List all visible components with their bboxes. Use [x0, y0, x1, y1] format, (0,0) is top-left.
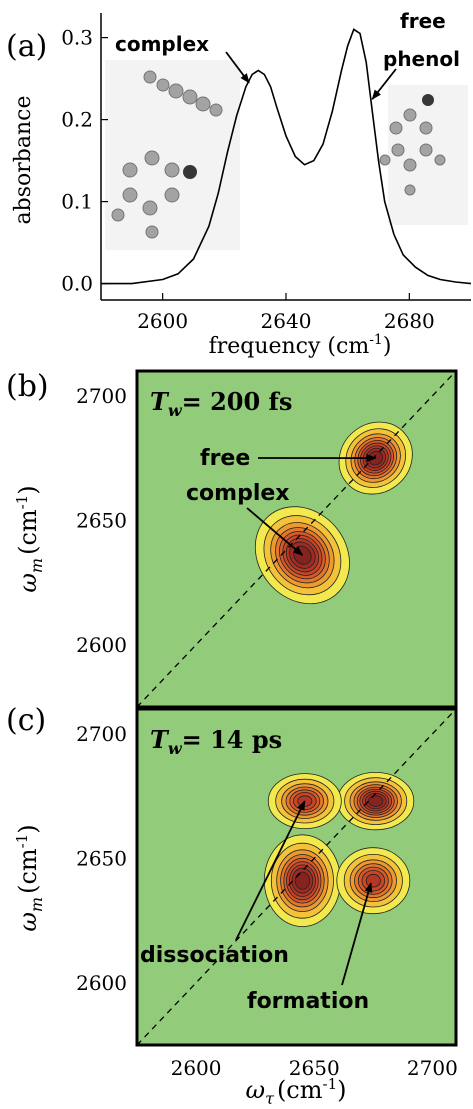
panel-b-diagonal [136, 370, 457, 708]
complex-annotation: complex [115, 32, 209, 56]
phenol-annotation: phenol [383, 47, 460, 71]
panel-c-ticks: 2600 2650 2700 2600 2650 2700 [76, 722, 458, 1080]
panel-a-label: (a) [6, 29, 47, 64]
complex-label-b: complex [186, 481, 289, 506]
panel-c-contours [263, 771, 415, 927]
free-annotation: free [400, 9, 446, 33]
free-phenol-arrow [371, 68, 397, 100]
free-phenol-molecule-illustration [379, 85, 468, 225]
panel-b-ticks: 2600 2650 2700 [76, 384, 127, 657]
panel-b-frame [135, 369, 458, 709]
panel-b: (b) 2600 2650 2700 Tw= 200 fs free complex… [6, 369, 458, 709]
y-tick-label-2600: 2600 [76, 633, 127, 657]
absorbance-line [101, 28, 472, 285]
panel-c-frame [135, 707, 458, 1047]
contour-level-6-peak-2 [297, 795, 313, 807]
y-tick-label-2600: 2600 [76, 971, 127, 995]
contour-level-8-peak-0 [368, 795, 384, 807]
free-label-b: free [200, 446, 250, 471]
y-tick-label-3: 0.3 [61, 26, 93, 50]
y-tick-label-2650: 2650 [76, 508, 127, 532]
y-tick-label-2700: 2700 [76, 722, 127, 746]
panel-b-ylabel: ωm(cm-1) [13, 485, 46, 592]
panel-c-diagonal [136, 708, 457, 1046]
dissociation-arrow [235, 800, 306, 941]
y-tick-label-2: 0.2 [61, 108, 93, 132]
panel-b-label: (b) [6, 369, 49, 404]
formation-arrow [341, 882, 373, 986]
panel-b-title: Tw= 200 fs [150, 387, 292, 420]
formation-label: formation [247, 989, 369, 1014]
dissociation-label: dissociation [140, 943, 289, 968]
panel-a-ylabel: absorbance [11, 96, 36, 225]
panel-a-xlabel: frequency (cm-1) [209, 332, 392, 359]
contour-level-6-peak-3 [365, 873, 381, 888]
panel-c: (c) 2600 2650 2700 2600 2650 2700 Tw= 14 ps d… [6, 703, 458, 1108]
complex-arrow-b [246, 507, 304, 556]
panel-a-ticks: 2600 2640 2680 0.0 0.1 0.2 0.3 [61, 26, 435, 333]
x-tick-label-2680: 2680 [384, 309, 435, 333]
y-tick-label-1: 0.1 [61, 190, 93, 214]
panel-c-label: (c) [6, 703, 46, 738]
panel-c-xlabel: ωτ (cm-1) [246, 1075, 347, 1108]
contour-level-8-peak-1 [294, 871, 310, 890]
complex-molecule-illustration [105, 60, 240, 250]
x-tick-label-2650: 2650 [289, 1056, 340, 1080]
y-tick-label-0: 0.0 [61, 272, 93, 296]
y-tick-label-2700: 2700 [76, 384, 127, 408]
panel-c-ylabel: ωm(cm-1) [13, 824, 46, 931]
panel-c-title: Tw= 14 ps [150, 725, 282, 758]
x-tick-label-2640: 2640 [261, 309, 312, 333]
complex-arrow [225, 51, 250, 84]
x-tick-label-2600: 2600 [137, 309, 188, 333]
x-tick-label-2700: 2700 [407, 1056, 458, 1080]
panel-a: (a) 2600 2640 2680 0.0 0.1 0.2 0.3 [6, 9, 472, 359]
y-tick-label-2650: 2650 [76, 846, 127, 870]
x-tick-label-2600: 2600 [171, 1056, 222, 1080]
